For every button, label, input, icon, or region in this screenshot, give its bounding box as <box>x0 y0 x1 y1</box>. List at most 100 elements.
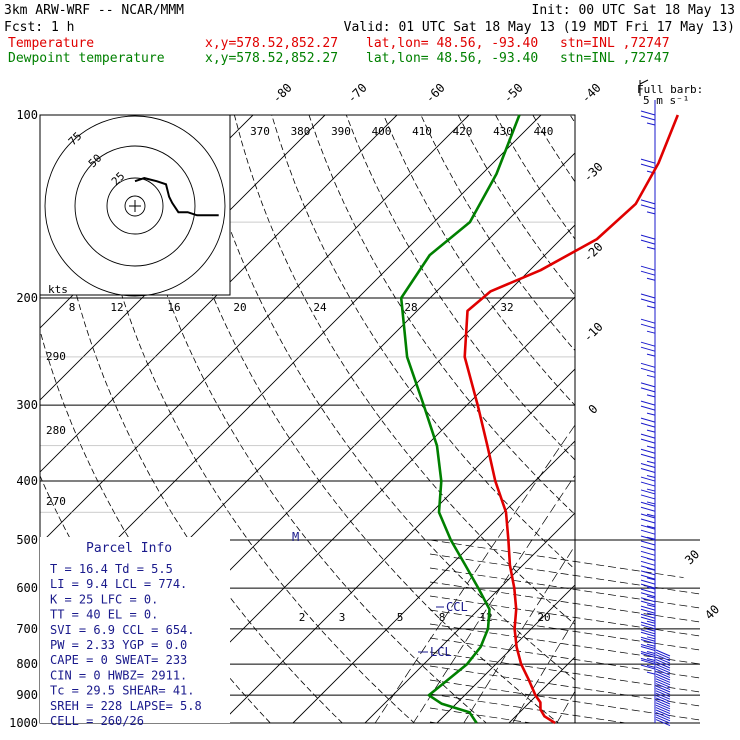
lower-grid-line <box>429 693 700 723</box>
wind-barb-flag <box>640 529 656 535</box>
wind-barb-flag <box>646 586 656 590</box>
mixing-ratio-line <box>664 222 740 736</box>
wind-barb-low <box>655 678 671 686</box>
wind-barb-flag <box>640 204 656 210</box>
wind-barb-flag <box>640 565 656 571</box>
wind-barb-flag <box>640 501 656 507</box>
wind-barb-flag <box>640 583 656 589</box>
wind-barb-low <box>655 697 671 705</box>
temperature-profile <box>463 114 680 725</box>
mixing-ratio-label: 12 <box>110 301 123 314</box>
wind-barb-flag <box>640 555 656 561</box>
wind-barb-flag <box>646 643 656 647</box>
wind-barb-low <box>655 719 671 727</box>
pressure-label: 800 <box>16 657 38 671</box>
wind-barb-flag <box>640 468 656 473</box>
wind-barb-low <box>655 695 671 703</box>
wind-barb-flag <box>646 620 656 624</box>
wind-barb-flag <box>640 579 656 585</box>
hodograph-origin-icon <box>129 200 141 212</box>
hodograph-trace <box>134 177 219 217</box>
isotherm <box>436 584 575 723</box>
wind-barb-low <box>655 709 671 717</box>
wind-barb-flag <box>640 540 656 546</box>
wind-barb-flag <box>640 636 656 642</box>
dry-adiabat <box>383 115 575 406</box>
wind-barb-low <box>655 654 671 662</box>
lower-grid-line <box>429 539 700 581</box>
theta-side-label: 280 <box>46 424 66 437</box>
wind-barb-flag <box>640 422 656 428</box>
temperature-xy: x,y=578.52,852.27 <box>205 36 338 51</box>
wind-barb-flag <box>646 330 656 334</box>
mixing-ratio-label: 16 <box>167 301 180 314</box>
dry-adiabat <box>122 115 487 723</box>
isotherm-label: 0 <box>586 402 601 417</box>
wind-barb-low <box>655 651 671 659</box>
wind-barb-flag <box>646 246 656 250</box>
mixing-ratio-label: 12 <box>479 611 492 624</box>
wind-barb-low <box>655 707 671 715</box>
parcel-title: Parcel Info <box>86 541 172 556</box>
theta-label: 420 <box>453 125 473 138</box>
mixing-ratio-label: 32 <box>500 301 513 314</box>
wind-barb-flag <box>646 460 656 464</box>
wind-barb-flag <box>640 518 656 524</box>
wind-barb-flag <box>640 400 656 406</box>
parcel-row: TT = 40 EL = 0. <box>50 608 158 622</box>
wind-barb-flag <box>646 211 656 215</box>
wind-barb-flag <box>640 631 656 637</box>
wind-barb-flag <box>640 639 656 644</box>
wind-barb-flag <box>640 624 656 630</box>
wind-barb-flag <box>646 671 656 675</box>
wind-barb-low <box>655 649 671 657</box>
wind-barb-flag <box>646 277 656 281</box>
isotherm <box>40 115 470 545</box>
wind-barb-flag <box>640 199 656 205</box>
wind-barb-low <box>655 673 671 681</box>
isotherm-label: -10 <box>581 320 606 345</box>
wind-barb-flag <box>640 463 656 468</box>
isotherm <box>40 115 398 473</box>
wind-barb-flag <box>640 657 656 663</box>
mixing-ratio-label: 28 <box>404 301 417 314</box>
wind-barb-flag <box>646 353 656 357</box>
forecast-hour: Fcst: 1 h <box>4 20 74 35</box>
lower-grid-line <box>429 665 700 707</box>
wind-barb-flag <box>646 394 656 398</box>
wind-barb-flag <box>640 298 656 304</box>
full-barb-sample-icon <box>639 79 649 96</box>
pressure-label: 900 <box>16 688 38 702</box>
wind-barb-flag <box>646 595 656 599</box>
parcel-row: SVI = 6.9 CCL = 654. <box>50 623 195 637</box>
wind-barb-low <box>655 671 671 679</box>
wind-barb-flag <box>646 651 656 654</box>
mixing-ratio-label: 8 <box>69 301 76 314</box>
theta-label: 440 <box>534 125 554 138</box>
wind-barb-flag <box>640 318 656 324</box>
dry-adiabat <box>457 115 575 296</box>
dewpoint-latlon: lat,lon= 48.56, -93.40 <box>366 51 538 66</box>
wind-barb-low <box>655 699 671 707</box>
wind-barbs <box>640 100 671 727</box>
pressure-label: 400 <box>16 474 38 488</box>
wind-barb-flag <box>646 536 656 540</box>
wind-barb-flag <box>646 488 656 492</box>
wind-barb-flag <box>640 664 656 670</box>
wind-barb-flag <box>640 323 656 329</box>
hodograph-ring <box>124 195 146 217</box>
parcel-row: CAPE = 0 SWEAT= 233 <box>50 653 187 667</box>
dry-adiabat <box>234 115 575 625</box>
wind-barb-flag <box>640 367 656 373</box>
isotherm-label: -60 <box>423 81 448 106</box>
isotherm <box>148 296 575 723</box>
full-barb-speed: 5 m s⁻¹ <box>643 94 689 107</box>
wind-barb-flag <box>640 644 656 649</box>
wind-barb-low <box>655 656 671 664</box>
wind-barb-flag <box>640 362 656 368</box>
wind-barb-low <box>655 704 671 712</box>
wind-barb-flag <box>646 577 656 581</box>
wind-barb-flag <box>640 270 656 276</box>
